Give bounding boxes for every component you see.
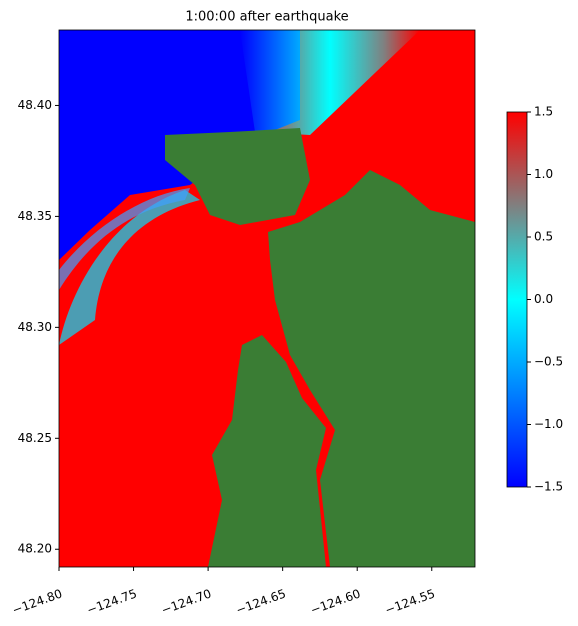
y-tick-label: 48.35 xyxy=(18,209,52,223)
colorbar-tick-label: −1.0 xyxy=(534,417,563,431)
y-tick-label: 48.20 xyxy=(18,542,52,556)
y-tick-label: 48.30 xyxy=(18,320,52,334)
colorbar-tick-label: 1.0 xyxy=(534,167,553,181)
colorbar-tick-label: 0.0 xyxy=(534,292,553,306)
map-image xyxy=(59,30,475,567)
x-tick-label: −124.55 xyxy=(383,586,437,617)
colorbar-tick-label: 1.5 xyxy=(534,105,553,119)
x-tick-label: −124.75 xyxy=(85,586,139,617)
chart-title: 1:00:00 after earthquake xyxy=(185,10,348,25)
colorbar-tick-label: 0.5 xyxy=(534,230,553,244)
y-tick-label: 48.40 xyxy=(18,98,52,112)
colorbar xyxy=(506,111,528,488)
y-tick-label: 48.25 xyxy=(18,431,52,445)
x-tick-label: −124.80 xyxy=(10,586,64,617)
x-tick-label: −124.65 xyxy=(234,586,288,617)
plot-frame xyxy=(58,29,476,568)
colorbar-tick-label: −1.5 xyxy=(534,480,563,494)
x-tick-label: −124.60 xyxy=(309,586,363,617)
x-tick-label: −124.70 xyxy=(160,586,214,617)
colorbar-tick-label: −0.5 xyxy=(534,355,563,369)
